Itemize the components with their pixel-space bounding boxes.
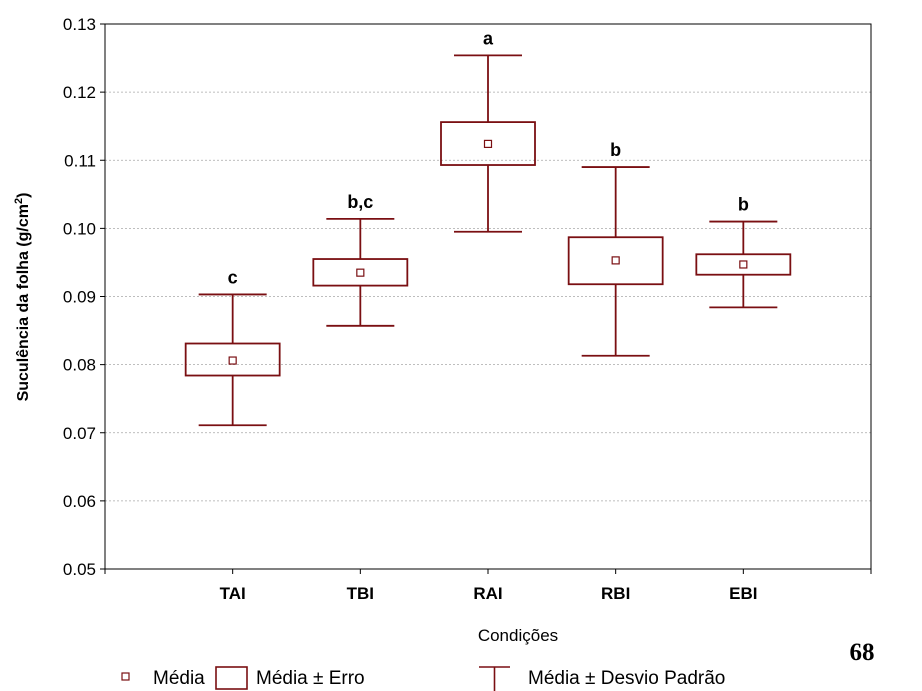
y-tick-label: 0.13 [63,15,96,34]
significance-letter: b [738,195,749,215]
box-rai: a [440,28,536,233]
significance-letter: b [610,140,621,160]
mean-marker [483,139,493,148]
x-axis: TAI TBI RAI RBI EBI [104,569,872,603]
grid-lines [105,91,871,502]
significance-letter: c [228,267,238,287]
y-tick-label: 0.05 [63,560,96,579]
y-tick-label: 0.06 [63,492,96,511]
box-tbi: b,c [312,192,409,327]
legend-mean-label: Média [153,668,205,689]
significance-letter: a [483,28,494,48]
mean-marker [739,260,748,269]
se-box [312,258,409,287]
x-tick-label: RBI [601,584,630,603]
y-tick-label: 0.11 [64,151,96,170]
legend: Média Média ± Erro Média ± Desvio Padrão [121,666,725,691]
se-box [440,121,536,166]
y-tick-label: 0.07 [63,424,96,443]
x-axis-label: Condições [478,626,558,645]
legend-mean-marker [121,672,130,681]
y-axis: 0.05 0.06 0.07 0.08 0.09 0.10 0.11 0.12 0.13 [63,15,105,579]
box-tai: c [184,267,281,427]
se-box [184,342,281,377]
significance-letter: b,c [347,192,373,212]
page-number: 68 [850,639,875,666]
y-axis-label: Suculência da folha (g/cm2) [13,193,32,402]
box-series: c b,c a b b [184,28,792,427]
x-tick-label: TAI [220,584,246,603]
y-tick-label: 0.09 [63,288,96,307]
mean-marker [356,268,365,277]
se-box [567,236,664,286]
x-tick-label: RAI [473,584,502,603]
box-ebi: b [695,195,792,309]
mean-marker [611,256,620,265]
y-tick-label: 0.08 [63,356,96,375]
y-tick-label: 0.12 [63,83,96,102]
x-tick-label: TBI [347,584,374,603]
se-box [695,253,792,276]
legend-sd-label: Média ± Desvio Padrão [528,668,725,689]
box-rbi: b [567,140,664,357]
legend-se-label: Média ± Erro [256,668,365,689]
legend-se-box [215,666,248,690]
x-tick-label: EBI [729,584,757,603]
mean-marker [228,356,237,365]
y-tick-label: 0.10 [63,219,96,238]
